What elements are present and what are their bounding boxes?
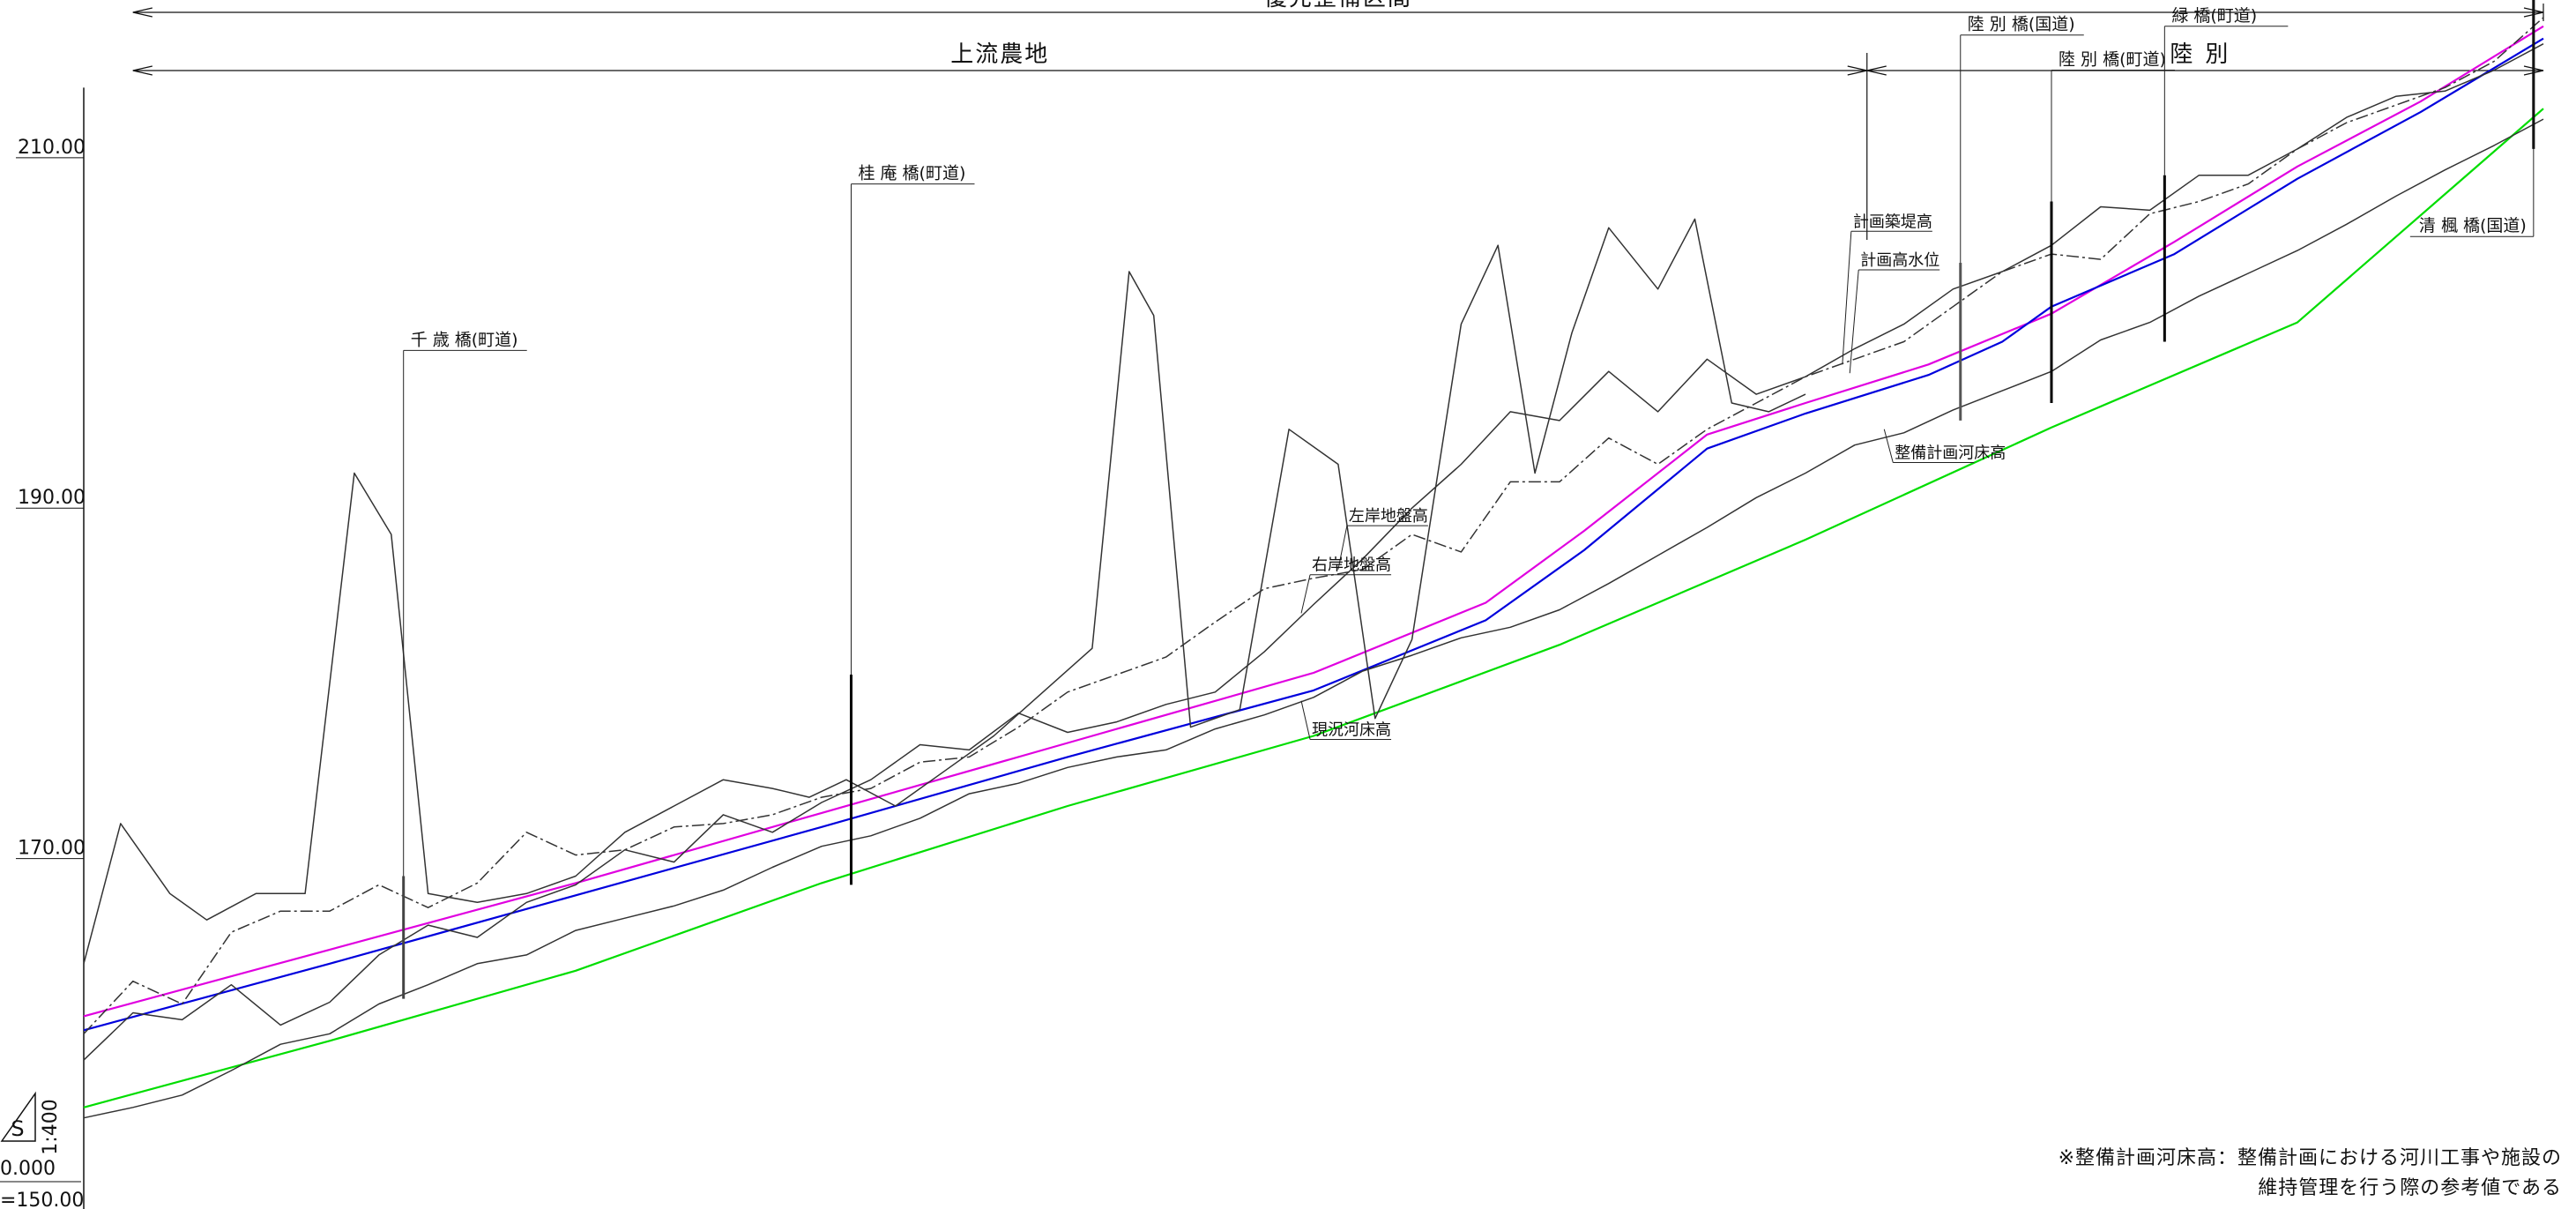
annotation-leader xyxy=(1883,429,1894,463)
annotation-leader xyxy=(1300,574,1311,614)
scale-mark: S 1:400 0.000 =150.00 xyxy=(0,1091,84,1209)
scale-symbol: S xyxy=(11,1116,24,1141)
series-line xyxy=(83,108,2544,1108)
y-tick-label: 210.00 xyxy=(18,137,86,159)
bridge-label: 千 歳 橋(町道) xyxy=(411,330,518,349)
y-axis: 210.00 190.00 170.00 xyxy=(16,87,86,1209)
series-line xyxy=(83,43,2544,1061)
y-tick-label: 170.00 xyxy=(18,838,86,860)
y-tick-label: 190.00 xyxy=(18,487,86,509)
section-ranges: 優先整備区間上流農地 陸別 xyxy=(132,0,2544,240)
annotation-label: 左岸地盤高 xyxy=(1349,507,1428,526)
annotation-leader xyxy=(1300,700,1311,740)
bridge-label: 清 楓 橋(国道) xyxy=(2419,216,2527,235)
annotation-leader xyxy=(1337,525,1348,570)
scale-triangle xyxy=(0,1091,36,1142)
footnote-line-1: ※整備計画河床高：整備計画における河川工事や施設の xyxy=(2058,1147,2562,1169)
bridges: 千 歳 橋(町道) 桂 庵 橋(町道) 陸 別 橋(国道) 陸 別 橋(町道) 緑 橋(… xyxy=(402,0,2535,999)
series-line xyxy=(83,37,2544,1032)
bridge-label: 桂 庵 橋(町道) xyxy=(858,164,965,183)
annotation-leader xyxy=(1849,269,1859,374)
annotation-leader xyxy=(1842,231,1852,365)
bridge-label: 緑 橋(町道) xyxy=(2171,6,2257,26)
annotation-label: 整備計画河床高 xyxy=(1895,444,2006,463)
bridge-label: 陸 別 橋(町道) xyxy=(2059,49,2166,69)
annotation-label: 計画高水位 xyxy=(1860,251,1939,270)
datum-bottom: =150.00 xyxy=(0,1190,84,1209)
scale-ratio: 1:400 xyxy=(40,1099,62,1154)
datum-top: 0.000 xyxy=(0,1158,56,1180)
annotation-label: 計画築堤高 xyxy=(1853,213,1932,231)
range-arrow-left xyxy=(132,65,153,76)
series-line xyxy=(83,17,2544,1034)
series-line xyxy=(83,118,2544,1119)
range-arrow-right xyxy=(2523,65,2544,76)
series-line xyxy=(83,218,1806,964)
annotation-label: 右岸地盤高 xyxy=(1312,556,1391,575)
profile-series xyxy=(83,17,2544,1119)
bridge-label: 陸 別 橋(国道) xyxy=(1968,15,2075,34)
range-label: 陸別 xyxy=(2170,41,2240,68)
footnote: ※整備計画河床高：整備計画における河川工事や施設の 維持管理を行う際の参考値であ… xyxy=(2059,1144,2562,1204)
footnote-line-2: 維持管理を行う際の参考値である xyxy=(2258,1177,2562,1199)
series-line xyxy=(83,25,2544,1018)
range-label: 上流農地 xyxy=(950,41,1049,68)
range-label: 優先整備区間 xyxy=(1264,0,1412,11)
annotation-label: 現況河床高 xyxy=(1312,720,1391,739)
range-arrow-left xyxy=(132,7,153,18)
